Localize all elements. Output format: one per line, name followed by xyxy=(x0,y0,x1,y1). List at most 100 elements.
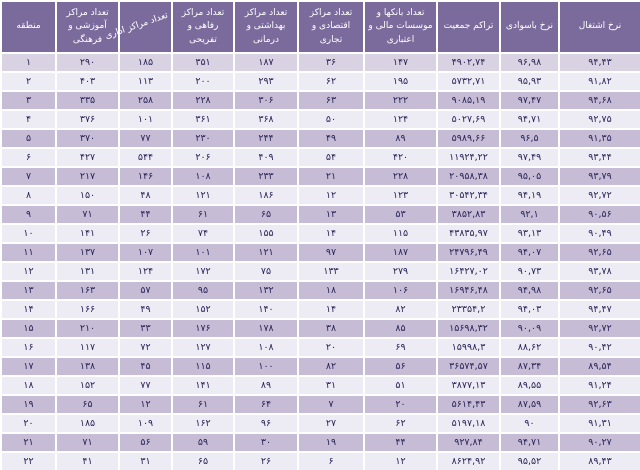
cell-economic-commercial-centers: ۱۹ xyxy=(299,434,363,451)
cell-health-medical-centers: ۲۹۳ xyxy=(235,73,297,90)
cell-educational-cultural-centers: ۷۱ xyxy=(57,206,118,223)
cell-literacy-rate: ۹۵,۹۳ xyxy=(501,73,558,90)
cell-economic-commercial-centers: ۱۳۳ xyxy=(299,263,363,280)
cell-district: ۱۵ xyxy=(2,320,55,337)
table-row: ۹۲,۶۵ ۹۴,۹۸ ۱۶۹۴۶,۴۸ ۱۰۶ ۱۸ ۱۳۲ ۹۵ ۵۷ ۱۶۳ ۱۳ xyxy=(2,282,640,299)
cell-banks-financial-credit-institutions: ۶۹ xyxy=(365,339,436,356)
cell-population-density: ۸۶۲۴,۹۲ xyxy=(438,453,499,470)
cell-administrative-centers: ۵۴۴ xyxy=(120,149,171,166)
cell-welfare-recreational-centers: ۲۰۶ xyxy=(173,149,233,166)
cell-literacy-rate: ۹۶,۵ xyxy=(501,130,558,147)
cell-welfare-recreational-centers: ۱۱۵ xyxy=(173,358,233,375)
cell-employment-rate: ۹۰,۴۹ xyxy=(560,225,640,242)
cell-literacy-rate: ۹۴,۱۹ xyxy=(501,187,558,204)
cell-health-medical-centers: ۶۵ xyxy=(235,206,297,223)
cell-employment-rate: ۸۹,۵۴ xyxy=(560,358,640,375)
column-header-district: منطقه xyxy=(2,2,55,52)
column-header-label: تعداد مراکز اقتصادی و تجاری xyxy=(309,7,353,45)
table-row: ۹۰,۵۶ ۹۲,۱ ۳۸۵۲,۸۳ ۵۳ ۱۳ ۶۵ ۶۱ ۴۴ ۷۱ ۹ xyxy=(2,206,640,223)
cell-economic-commercial-centers: ۸۲ xyxy=(299,358,363,375)
cell-employment-rate: ۹۱,۲۴ xyxy=(560,377,640,394)
cell-welfare-recreational-centers: ۱۲۷ xyxy=(173,339,233,356)
table-row: ۹۰,۴۹ ۹۳,۱۳ ۴۳۸۳۵,۹۷ ۱۱۵ ۱۴ ۱۵۵ ۷۴ ۲۶ ۱۴۱ ۱۰ xyxy=(2,225,640,242)
cell-district: ۲۰ xyxy=(2,415,55,432)
cell-literacy-rate: ۹۷,۴۹ xyxy=(501,149,558,166)
column-header-label: نرخ اشتغال xyxy=(578,21,622,32)
cell-health-medical-centers: ۱۰۸ xyxy=(235,339,297,356)
cell-banks-financial-credit-institutions: ۲۲۲ xyxy=(365,92,436,109)
cell-literacy-rate: ۹۴,۷۱ xyxy=(501,434,558,451)
cell-economic-commercial-centers: ۹۷ xyxy=(299,244,363,261)
table-body: ۹۴,۴۳ ۹۶,۹۸ ۴۹۰۲,۷۴ ۱۴۷ ۳۶ ۱۸۷ ۳۵۱ ۱۸۵ ۲۹۰ ۱ ۹۱,۸۲… xyxy=(2,54,640,470)
cell-district: ۱۸ xyxy=(2,377,55,394)
cell-banks-financial-credit-institutions: ۲۲۸ xyxy=(365,168,436,185)
cell-health-medical-centers: ۳۰ xyxy=(235,434,297,451)
cell-population-density: ۳۸۷۷,۱۳ xyxy=(438,377,499,394)
cell-economic-commercial-centers: ۱۸ xyxy=(299,282,363,299)
cell-health-medical-centers: ۱۳۲ xyxy=(235,282,297,299)
cell-literacy-rate: ۹۷,۴۷ xyxy=(501,92,558,109)
cell-employment-rate: ۹۱,۳۱ xyxy=(560,415,640,432)
column-header-welfare-recreational-centers: تعداد مراکز رفاهی و تفریحی xyxy=(173,2,233,52)
cell-banks-financial-credit-institutions: ۱۱۵ xyxy=(365,225,436,242)
cell-population-density: ۹۰۸۵,۱۹ xyxy=(438,92,499,109)
cell-employment-rate: ۹۲,۶۵ xyxy=(560,244,640,261)
column-header-label: تعداد مراکز بهداشتی و درمانی xyxy=(244,7,288,45)
cell-health-medical-centers: ۱۴۰ xyxy=(235,301,297,318)
cell-health-medical-centers: ۳۶۸ xyxy=(235,111,297,128)
cell-administrative-centers: ۳۳ xyxy=(120,320,171,337)
cell-economic-commercial-centers: ۱۳ xyxy=(299,206,363,223)
table-row: ۹۰,۴۲ ۸۸,۶۲ ۱۵۹۹۸,۳ ۶۹ ۲۰ ۱۰۸ ۱۲۷ ۷۲ ۱۱۷ ۱۶ xyxy=(2,339,640,356)
cell-employment-rate: ۹۰,۲۷ xyxy=(560,434,640,451)
cell-administrative-centers: ۱۰۱ xyxy=(120,111,171,128)
cell-banks-financial-credit-institutions: ۴۲۰ xyxy=(365,149,436,166)
cell-literacy-rate: ۹۵,۰۵ xyxy=(501,168,558,185)
cell-welfare-recreational-centers: ۱۰۸ xyxy=(173,168,233,185)
cell-banks-financial-credit-institutions: ۱۹۵ xyxy=(365,73,436,90)
column-header-literacy-rate: نرخ باسوادی xyxy=(501,2,558,52)
cell-administrative-centers: ۷۷ xyxy=(120,130,171,147)
cell-administrative-centers: ۴۴ xyxy=(120,206,171,223)
cell-population-density: ۳۸۵۲,۸۳ xyxy=(438,206,499,223)
cell-health-medical-centers: ۲۶ xyxy=(235,453,297,470)
cell-population-density: ۳۶۵۷۴,۵۷ xyxy=(438,358,499,375)
cell-population-density: ۱۵۶۹۸,۳۲ xyxy=(438,320,499,337)
cell-banks-financial-credit-institutions: ۸۵ xyxy=(365,320,436,337)
cell-district: ۲ xyxy=(2,73,55,90)
cell-economic-commercial-centers: ۳۶ xyxy=(299,54,363,71)
cell-population-density: ۴۹۰۲,۷۴ xyxy=(438,54,499,71)
table-row: ۹۲,۶۵ ۹۴,۰۷ ۲۴۷۹۶,۴۹ ۱۸۷ ۹۷ ۱۲۱ ۱۰۱ ۱۰۷ ۱۳۷ ۱۱ xyxy=(2,244,640,261)
cell-population-density: ۵۰۲۷,۶۹ xyxy=(438,111,499,128)
cell-district: ۵ xyxy=(2,130,55,147)
cell-administrative-centers: ۱۴۶ xyxy=(120,168,171,185)
cell-population-density: ۹۲۷,۸۴ xyxy=(438,434,499,451)
cell-educational-cultural-centers: ۱۶۶ xyxy=(57,301,118,318)
cell-district: ۱۶ xyxy=(2,339,55,356)
cell-educational-cultural-centers: ۴۲۷ xyxy=(57,149,118,166)
cell-welfare-recreational-centers: ۹۵ xyxy=(173,282,233,299)
cell-population-density: ۵۶۱۴,۴۳ xyxy=(438,396,499,413)
cell-banks-financial-credit-institutions: ۱۲۳ xyxy=(365,187,436,204)
cell-population-density: ۱۱۹۲۴,۲۲ xyxy=(438,149,499,166)
cell-employment-rate: ۹۴,۴۳ xyxy=(560,54,640,71)
cell-welfare-recreational-centers: ۲۳۰ xyxy=(173,130,233,147)
cell-banks-financial-credit-institutions: ۵۶ xyxy=(365,358,436,375)
cell-employment-rate: ۹۰,۵۶ xyxy=(560,206,640,223)
cell-banks-financial-credit-institutions: ۱۸۷ xyxy=(365,244,436,261)
cell-literacy-rate: ۸۷,۳۴ xyxy=(501,358,558,375)
cell-literacy-rate: ۹۴,۷۱ xyxy=(501,111,558,128)
cell-employment-rate: ۹۴,۴۷ xyxy=(560,301,640,318)
cell-health-medical-centers: ۱۸۶ xyxy=(235,187,297,204)
column-header-label: منطقه xyxy=(16,21,41,32)
cell-employment-rate: ۹۲,۶۳ xyxy=(560,396,640,413)
cell-health-medical-centers: ۱۵۵ xyxy=(235,225,297,242)
cell-district: ۴ xyxy=(2,111,55,128)
cell-district: ۷ xyxy=(2,168,55,185)
cell-educational-cultural-centers: ۱۳۷ xyxy=(57,244,118,261)
table-row: ۹۱,۲۴ ۸۹,۵۵ ۳۸۷۷,۱۳ ۵۱ ۳۱ ۸۹ ۱۴۱ ۷۷ ۱۵۲ ۱۸ xyxy=(2,377,640,394)
cell-population-density: ۵۱۹۷,۱۸ xyxy=(438,415,499,432)
cell-literacy-rate: ۹۰,۷۳ xyxy=(501,263,558,280)
cell-educational-cultural-centers: ۶۵ xyxy=(57,396,118,413)
column-header-administrative-centers: تعداد مراکز اداری xyxy=(104,2,171,52)
cell-population-density: ۵۹۸۹,۶۶ xyxy=(438,130,499,147)
